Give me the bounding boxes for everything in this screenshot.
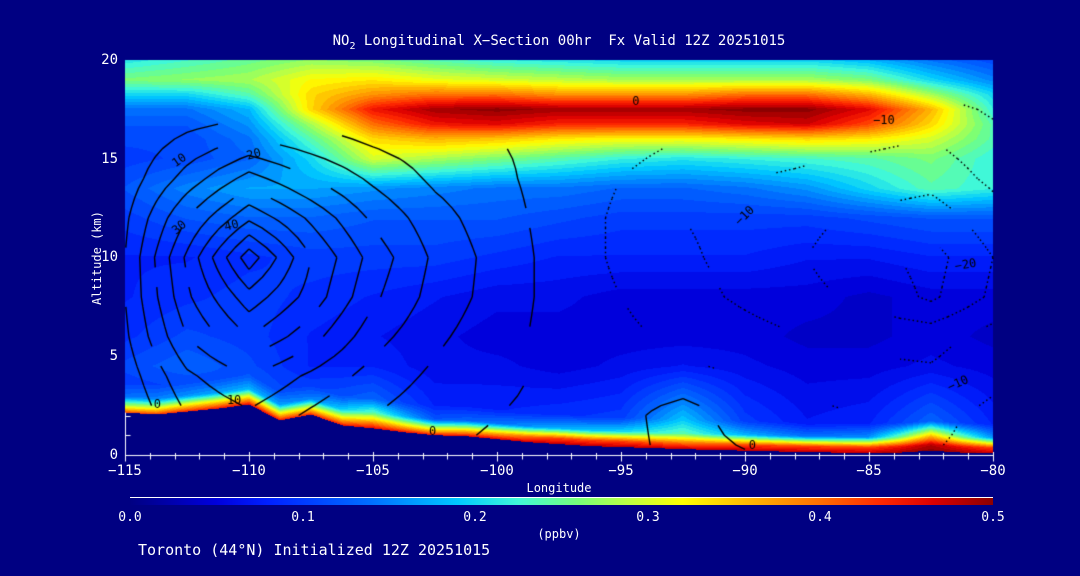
colorbar-units-label: (ppbv) [537, 527, 581, 541]
x-tick-label--115: −115 [108, 463, 142, 479]
y-tick-label-5: 5 [109, 348, 118, 364]
x-tick-label--95: −95 [608, 463, 634, 479]
x-tick-label--110: −110 [232, 463, 266, 479]
colorbar-tick-label-0.2: 0.2 [463, 510, 487, 525]
y-tick-label-0: 0 [109, 447, 118, 463]
chart-title-prefix: NO [332, 33, 350, 49]
x-tick-label--85: −85 [856, 463, 882, 479]
colorbar-tick-label-0.0: 0.0 [118, 510, 142, 525]
x-tick-label--105: −105 [356, 463, 390, 479]
colorbar-tick-label-0.1: 0.1 [291, 510, 315, 525]
y-tick-label-20: 20 [101, 52, 118, 68]
x-tick-label--90: −90 [732, 463, 758, 479]
footer-caption: Toronto (44°N) Initialized 12Z 20251015 [138, 541, 491, 559]
x-tick-label--100: −100 [480, 463, 514, 479]
contour-plot-canvas [113, 52, 1005, 472]
chart-title-rest: Longitudinal X−Section 00hr Fx Valid 12Z… [355, 33, 786, 49]
colorbar-gradient [130, 497, 993, 505]
x-axis-label: Longitude [526, 481, 592, 495]
colorbar-tick-label-0.5: 0.5 [981, 510, 1005, 525]
chart-title: NO2 Longitudinal X−Section 00hr Fx Valid… [125, 33, 993, 52]
colorbar-tick-label-0.3: 0.3 [636, 510, 660, 525]
x-tick-label--80: −80 [980, 463, 1006, 479]
y-tick-label-15: 15 [101, 151, 118, 167]
colorbar-tick-label-0.4: 0.4 [808, 510, 832, 525]
no2-subscript: 2 [349, 40, 356, 52]
y-tick-label-10: 10 [101, 249, 118, 265]
